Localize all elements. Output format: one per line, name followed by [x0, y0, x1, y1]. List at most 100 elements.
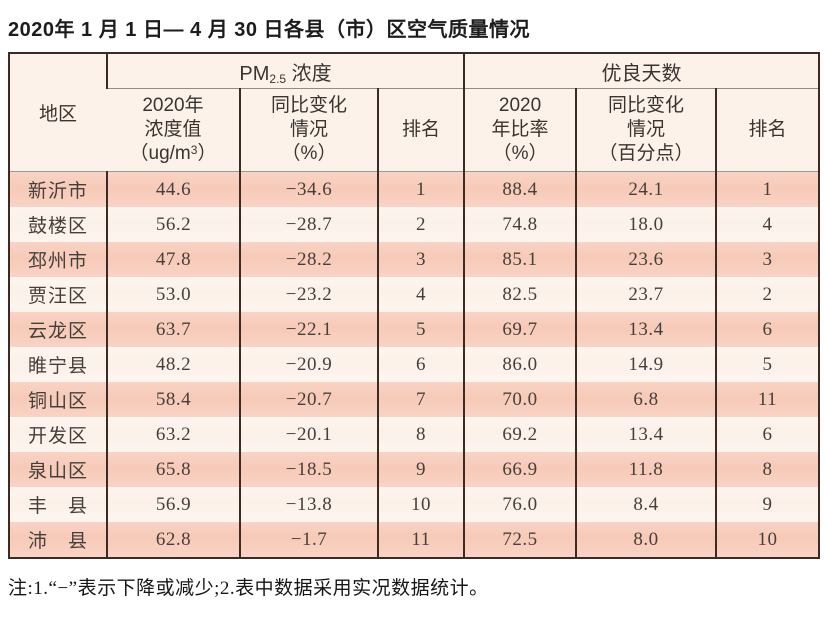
good-ratio-cell: 66.9: [463, 452, 577, 487]
good-ratio-cell: 69.7: [463, 312, 577, 347]
good-change-cell: 6.8: [575, 382, 717, 417]
good-ratio-cell: 74.8: [463, 207, 577, 242]
pm-value-cell: 44.6: [106, 171, 240, 207]
pm-value-cell: 58.4: [106, 382, 240, 417]
table-row: 铜山区 58.4 −20.7 7 70.0 6.8 11: [9, 382, 820, 417]
good-change-cell: 11.8: [575, 452, 717, 487]
region-cell: 鼓楼区: [9, 207, 107, 242]
good-change-cell: 8.0: [575, 522, 717, 558]
good-ratio-cell: 88.4: [463, 171, 577, 207]
pm-value-cell: 47.8: [106, 242, 240, 277]
good-ratio-cell: 85.1: [463, 242, 577, 277]
table-row: 鼓楼区 56.2 −28.7 2 74.8 18.0 4: [9, 207, 820, 242]
pm-rank-cell: 1: [376, 171, 465, 207]
good-rank-cell: 9: [715, 487, 820, 522]
good-change-cell: 13.4: [575, 417, 717, 452]
group-header-pm25: PM2.5 浓度: [105, 53, 465, 89]
pm-change-cell: −23.2: [239, 277, 378, 312]
pm-rank-cell: 2: [376, 207, 465, 242]
good-ratio-line3: （%）: [492, 143, 548, 165]
group-header-row: 地区 PM2.5 浓度 优良天数: [9, 53, 820, 172]
pm-change-cell: −22.1: [239, 312, 378, 347]
pm-value-unit-sup: 3: [190, 143, 198, 158]
column-header-pm-value: 2020年 浓度值 （ug/m3）: [107, 88, 240, 172]
pm-value-cell: 56.9: [106, 487, 240, 522]
good-rank-cell: 1: [715, 171, 820, 207]
pm-value-cell: 65.8: [106, 452, 240, 487]
region-cell: 铜山区: [9, 382, 107, 417]
pm-value-cell: 53.0: [106, 277, 240, 312]
region-cell: 泉山区: [9, 452, 107, 487]
column-header-good-rank: 排名: [715, 88, 820, 172]
pm-value-cell: 63.2: [106, 417, 240, 452]
good-ratio-cell: 86.0: [463, 347, 577, 382]
good-rank-cell: 11: [715, 382, 820, 417]
good-change-line3: （百分点）: [598, 143, 694, 165]
group-header-good-days: 优良天数: [463, 53, 820, 89]
pm-rank-cell: 10: [376, 487, 465, 522]
pm-value-unit-close: ）: [197, 143, 217, 165]
page-title: 2020年 1 月 1 日— 4 月 30 日各县（市）区空气质量情况: [8, 19, 531, 41]
good-change-cell: 14.9: [575, 347, 717, 382]
good-rank-cell: 4: [715, 207, 820, 242]
column-header-region: 地区: [9, 53, 107, 172]
good-ratio-cell: 69.2: [463, 417, 577, 452]
region-cell: 开发区: [9, 417, 107, 452]
table-row: 睢宁县 48.2 −20.9 6 86.0 14.9 5: [9, 347, 820, 382]
good-change-cell: 24.1: [575, 171, 717, 207]
pm-rank-cell: 8: [376, 417, 465, 452]
pm-value-cell: 62.8: [106, 522, 240, 558]
region-cell: 睢宁县: [9, 347, 107, 382]
good-ratio-cell: 82.5: [463, 277, 577, 312]
pm-rank-cell: 3: [376, 242, 465, 277]
good-rank-cell: 6: [715, 417, 820, 452]
pm-suffix: 浓度: [286, 62, 332, 85]
pm-rank-cell: 4: [376, 277, 465, 312]
pm-value-unit-open: （ug/m: [129, 143, 191, 165]
pm-change-cell: −28.7: [239, 207, 378, 242]
pm-label: PM: [239, 62, 270, 85]
pm-change-cell: −18.5: [239, 452, 378, 487]
column-header-pm-rank: 排名: [376, 88, 465, 172]
good-change-cell: 23.6: [575, 242, 717, 277]
region-cell: 贾汪区: [9, 277, 107, 312]
pm-rank-cell: 5: [376, 312, 465, 347]
pm-value-line2: 浓度值: [144, 118, 202, 140]
pm-rank-cell: 7: [376, 382, 465, 417]
pm-rank-cell: 6: [376, 347, 465, 382]
good-rank-cell: 10: [715, 522, 820, 558]
good-rank-cell: 5: [715, 347, 820, 382]
good-ratio-cell: 76.0: [463, 487, 577, 522]
table-row: 云龙区 63.7 −22.1 5 69.7 13.4 6: [9, 312, 820, 347]
pm-change-cell: −34.6: [239, 171, 378, 207]
table-footnote: 注:1.“−”表示下降或减少;2.表中数据采用实况数据统计。: [8, 578, 489, 599]
pm-value-cell: 48.2: [106, 347, 240, 382]
column-header-pm-change: 同比变化 情况 （%）: [239, 88, 378, 172]
region-cell: 邳州市: [9, 242, 107, 277]
pm-value-line1: 2020年: [142, 94, 204, 116]
table-row: 泉山区 65.8 −18.5 9 66.9 11.8 8: [9, 452, 820, 487]
region-cell: 丰 县: [9, 487, 107, 522]
region-cell: 沛 县: [9, 522, 107, 558]
pm-value-cell: 63.7: [106, 312, 240, 347]
good-rank-cell: 2: [715, 277, 820, 312]
good-change-cell: 13.4: [575, 312, 717, 347]
good-change-line1: 同比变化: [608, 94, 685, 116]
pm-change-line2: 情况: [289, 118, 328, 140]
region-cell: 新沂市: [9, 171, 107, 207]
pm-rank-cell: 9: [376, 452, 465, 487]
sub-header-row: 2020年 浓度值 （ug/m3） 同比变化 情况 （%） 排名 2020 年比…: [9, 88, 820, 172]
pm-change-line3: （%）: [281, 143, 337, 165]
column-header-good-ratio: 2020 年比率 （%）: [463, 88, 577, 172]
pm-change-cell: −28.2: [239, 242, 378, 277]
good-rank-cell: 3: [715, 242, 820, 277]
table-row: 丰 县 56.9 −13.8 10 76.0 8.4 9: [9, 487, 820, 522]
good-ratio-cell: 70.0: [463, 382, 577, 417]
good-ratio-line1: 2020: [498, 94, 542, 116]
pm-change-line1: 同比变化: [270, 94, 347, 116]
pm-rank-cell: 11: [376, 522, 465, 558]
good-ratio-line2: 年比率: [491, 118, 549, 140]
pm-change-cell: −13.8: [239, 487, 378, 522]
good-change-cell: 23.7: [575, 277, 717, 312]
good-change-cell: 18.0: [575, 207, 717, 242]
